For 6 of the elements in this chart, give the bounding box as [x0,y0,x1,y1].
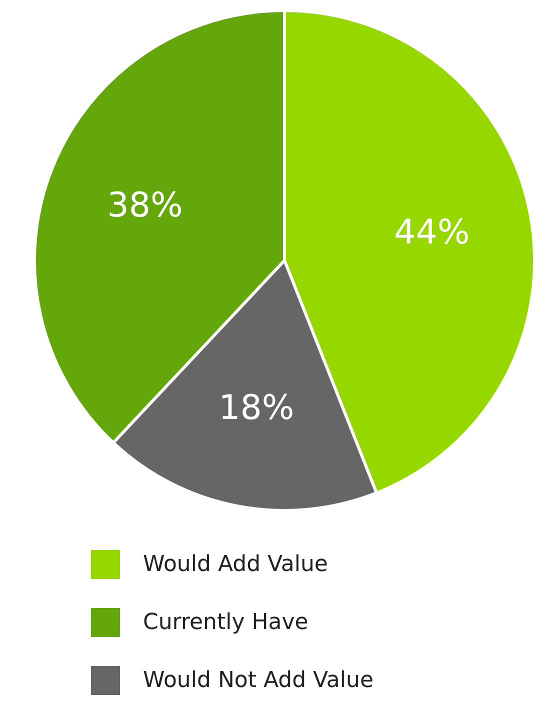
legend-label: Currently Have [143,610,308,634]
data-label: 44% [394,212,470,252]
legend-label: Would Add Value [143,552,328,576]
data-label: 38% [107,185,183,226]
data-label: 18% [218,388,294,428]
legend-label: Would Not Add Value [143,668,374,692]
